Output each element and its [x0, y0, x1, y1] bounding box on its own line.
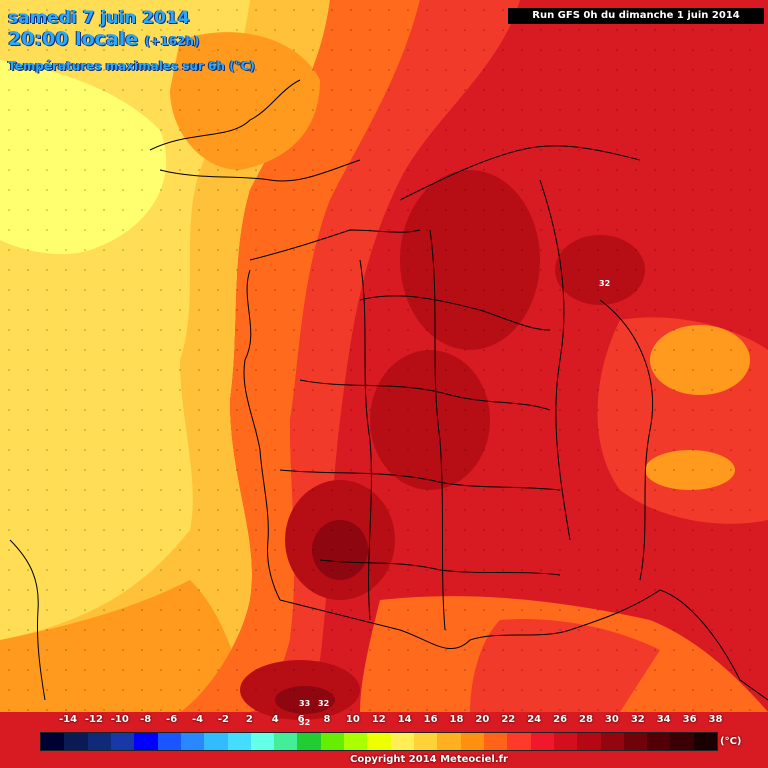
legend-tick: 2 — [245, 714, 253, 725]
legend-tick: -12 — [84, 714, 103, 725]
legend-tick: 30 — [604, 714, 619, 725]
copyright-text: Copyright 2014 Meteociel.fr — [350, 754, 508, 765]
legend-swatch — [437, 733, 461, 750]
legend-tick: 32 — [630, 714, 645, 725]
legend-tick: -8 — [140, 714, 152, 725]
legend-swatch — [460, 733, 484, 750]
legend-swatch — [180, 733, 205, 750]
legend-swatch — [110, 733, 135, 750]
color-legend: -14 -12 -10 -8 -6 -4 -2 2 4 6 8 10 12 14 16 18 20 22 24 26 2… — [0, 712, 768, 768]
legend-tick: 28 — [579, 714, 593, 725]
legend-swatch — [390, 733, 414, 750]
legend-swatch — [87, 733, 111, 750]
value-label-spain-b: 32 — [318, 699, 329, 708]
run-info-box: Run GFS 0h du dimanche 1 juin 2014 — [508, 8, 764, 24]
forecast-lead: (+162h) — [144, 34, 200, 48]
legend-tick: 34 — [656, 714, 671, 725]
legend-swatch — [204, 733, 228, 750]
legend-swatch — [530, 733, 554, 750]
legend-swatch — [41, 733, 65, 750]
legend-swatch — [623, 733, 648, 750]
legend-swatch — [227, 733, 251, 750]
legend-tick: -14 — [58, 714, 78, 725]
legend-tick: 36 — [682, 714, 697, 725]
legend-tick: -2 — [217, 714, 229, 725]
legend-tick: 10 — [345, 714, 360, 725]
legend-tick: 26 — [553, 714, 568, 725]
legend-swatch — [274, 733, 298, 750]
legend-swatch — [577, 733, 601, 750]
coastlines — [9, 79, 768, 701]
legend-tick: 24 — [527, 714, 542, 725]
legend-swatch — [250, 733, 275, 750]
legend-tick: 14 — [397, 714, 412, 725]
legend-tick: 16 — [423, 714, 438, 725]
legend-swatch — [414, 733, 438, 750]
grid-overlay — [0, 0, 768, 712]
legend-tick: 12 — [371, 714, 386, 725]
legend-tick: -4 — [191, 714, 204, 725]
legend-tick: 8 — [323, 714, 331, 725]
legend-tick: 38 — [708, 714, 723, 725]
legend-swatch — [553, 733, 578, 750]
legend-swatch — [320, 733, 345, 750]
legend-tick: 22 — [501, 714, 516, 725]
value-label-spain-a: 33 — [299, 699, 310, 708]
legend-tick: -6 — [166, 714, 178, 725]
value-markers: 32 33 32 32 — [299, 279, 610, 727]
value-label-spain-c: 32 — [299, 718, 310, 727]
legend-swatch — [670, 733, 694, 750]
legend-swatch — [600, 733, 624, 750]
forecast-date: samedi 7 juin 2014 — [8, 8, 190, 28]
legend-swatch — [297, 733, 321, 750]
legend-tick: -10 — [110, 714, 129, 725]
legend-swatch — [157, 733, 181, 750]
variable-title: Températures maximales sur 6h (°C) — [8, 59, 255, 73]
legend-swatch — [64, 733, 88, 750]
title-block: samedi 7 juin 2014 20:00 locale (+162h) … — [8, 8, 255, 74]
legend-swatch — [693, 733, 718, 750]
forecast-time-label: 20:00 locale — [8, 28, 139, 50]
legend-swatch — [134, 733, 158, 750]
legend-tick: 20 — [475, 714, 490, 725]
legend-tick: 18 — [449, 714, 464, 725]
legend-color-bar — [40, 732, 718, 751]
legend-swatch — [483, 733, 508, 750]
legend-tick: 6 — [297, 714, 305, 725]
legend-swatch — [507, 733, 531, 750]
legend-tick: 4 — [271, 714, 279, 725]
legend-swatch — [367, 733, 391, 750]
value-label-ne: 32 — [599, 279, 610, 288]
legend-swatch — [647, 733, 671, 750]
forecast-time: 20:00 locale (+162h) — [8, 28, 255, 52]
legend-unit: (°C) — [720, 736, 742, 747]
legend-swatch — [344, 733, 368, 750]
